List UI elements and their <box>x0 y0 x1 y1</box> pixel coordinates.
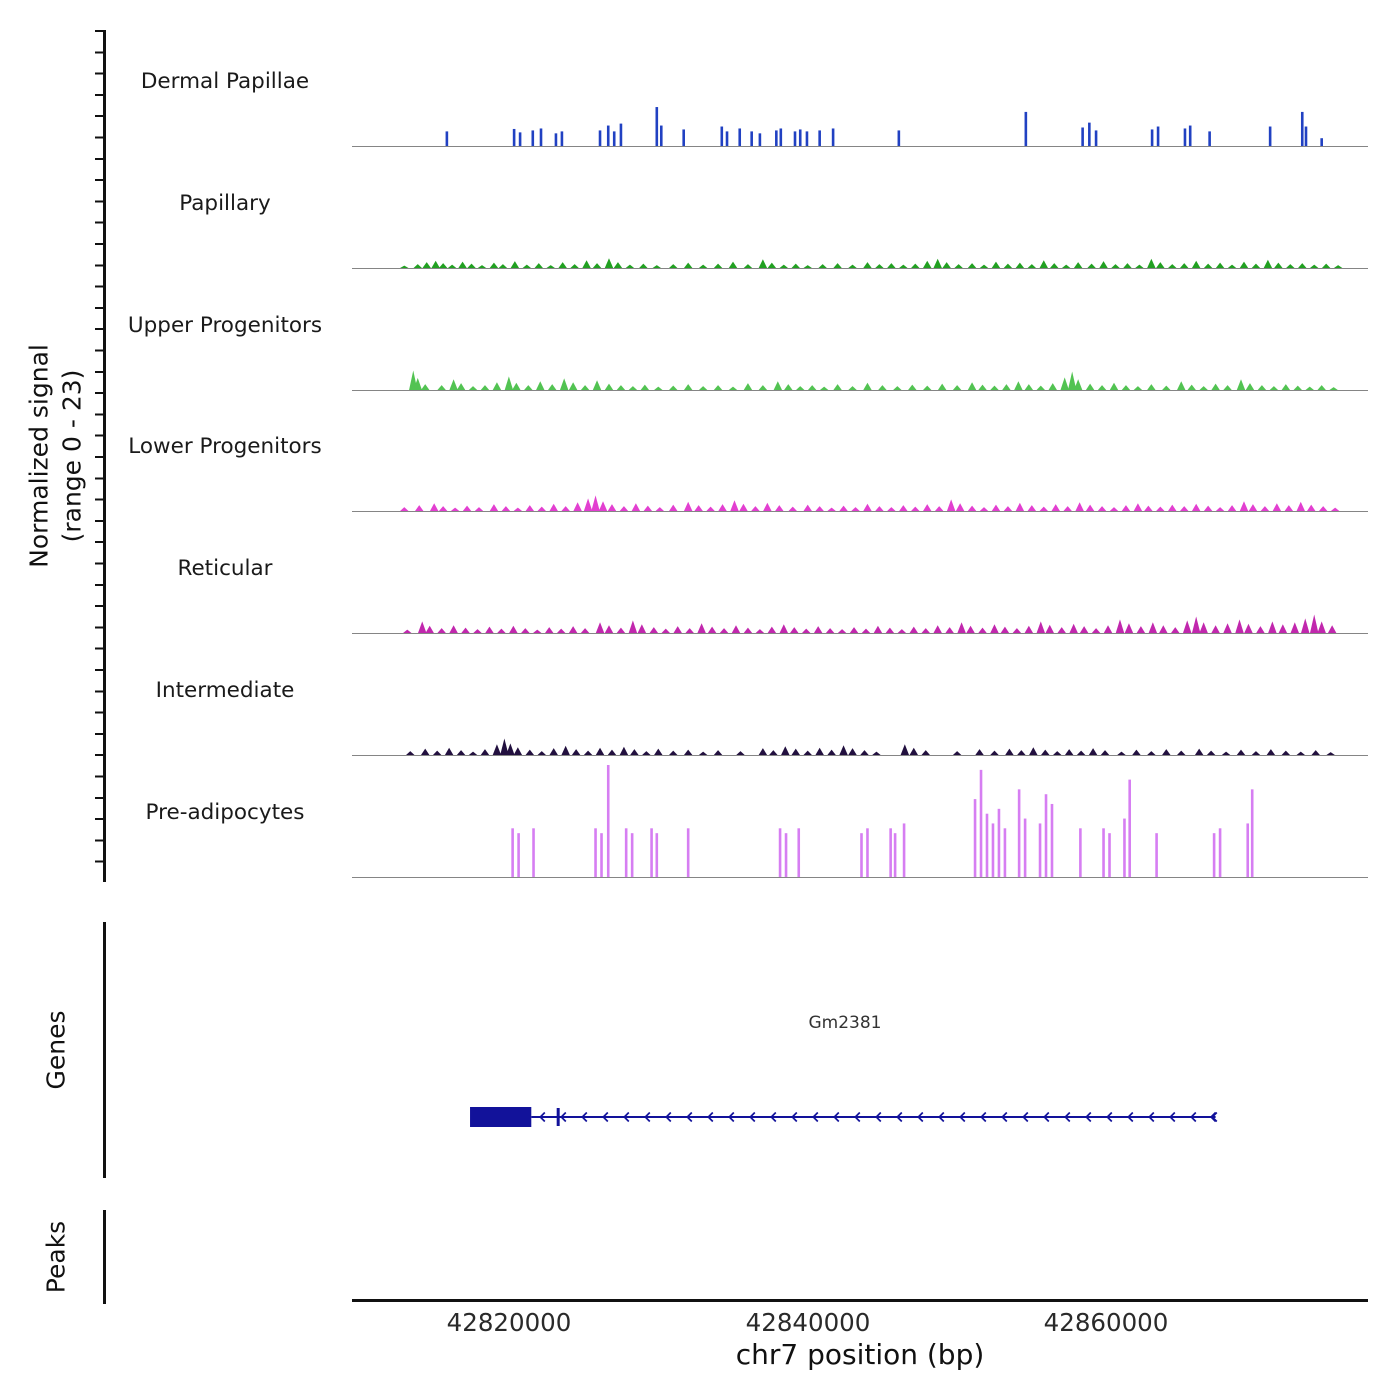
signal-axis-line <box>103 30 106 882</box>
y-axis-label-line1: Normalized signal <box>24 344 54 568</box>
x-axis-line <box>352 1299 1368 1302</box>
genes-axis-line <box>103 922 106 1178</box>
x-tick-42840000: 42840000 <box>745 1308 871 1337</box>
track-signal-pre-adipocytes <box>352 764 1368 878</box>
track-label-pre-adipocytes: Pre-adipocytes <box>145 799 305 825</box>
y-axis-label: Normalized signal (range 0 - 23) <box>24 344 89 568</box>
genes-section-label: Genes <box>41 1010 71 1090</box>
y-axis-label-line2: (range 0 - 23) <box>57 369 86 543</box>
signal-axis-ticks <box>95 30 103 882</box>
track-label-reticular: Reticular <box>177 556 273 582</box>
track-label-dermal-papillae: Dermal Papillae <box>140 69 310 94</box>
x-tick-42820000: 42820000 <box>446 1308 572 1337</box>
gene-name-label: Gm2381 <box>808 1013 882 1033</box>
track-signal-upper-progenitors <box>352 370 1368 391</box>
track-signal-dermal-papillae <box>352 107 1368 147</box>
track-signal-lower-progenitors <box>352 495 1368 513</box>
track-signal-papillary <box>352 258 1368 269</box>
x-tick-42860000: 42860000 <box>1043 1308 1169 1337</box>
gene-model <box>470 1107 1218 1127</box>
track-label-upper-progenitors: Upper Progenitors <box>127 312 323 338</box>
track-label-papillary: Papillary <box>179 190 271 216</box>
peaks-section-label: Peaks <box>41 1220 71 1294</box>
x-axis-title: chr7 position (bp) <box>735 1338 985 1371</box>
track-label-lower-progenitors: Lower Progenitors <box>128 434 322 460</box>
peaks-axis-line <box>103 1210 106 1304</box>
track-signal-reticular <box>352 614 1368 635</box>
track-label-intermediate: Intermediate <box>155 678 295 704</box>
track-signal-intermediate <box>352 738 1368 757</box>
